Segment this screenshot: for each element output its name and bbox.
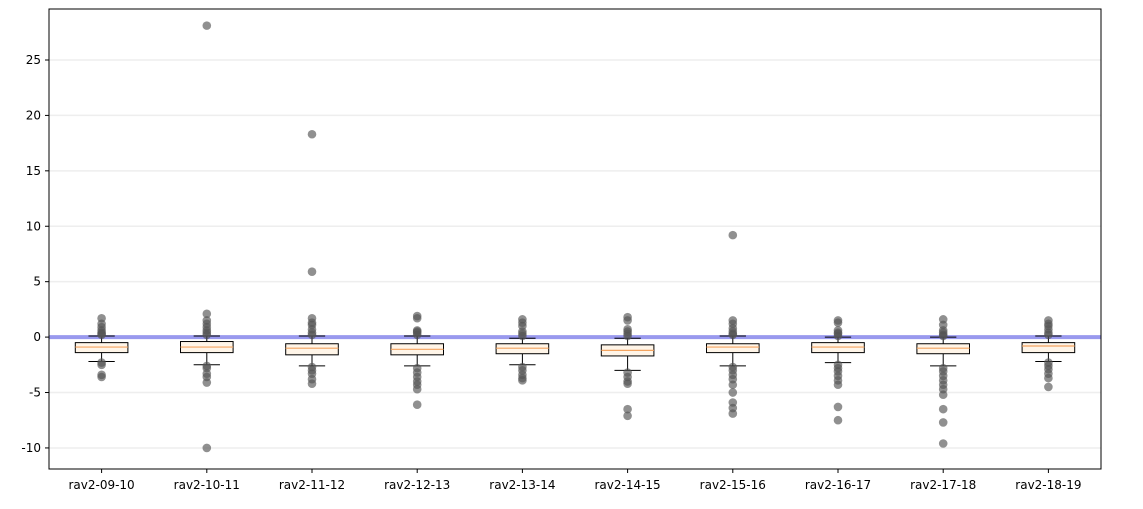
- box-rav2-09-10: [74, 335, 129, 362]
- outlier-point: [202, 309, 212, 319]
- outlier-point: [833, 380, 843, 390]
- box-rav2-11-12: [285, 335, 339, 367]
- outlier-point: [202, 378, 212, 387]
- outlier-point: [518, 331, 527, 341]
- y-tick-label: 25: [26, 53, 41, 67]
- outlier-point: [728, 409, 738, 418]
- outlier-point: [728, 388, 738, 397]
- outlier-point: [623, 316, 632, 325]
- box-layer: [74, 335, 1076, 371]
- x-tick-label: rav2-12-13: [384, 478, 450, 492]
- outlier-point: [307, 129, 317, 139]
- box-rav2-18-19: [1021, 335, 1076, 362]
- outlier-point: [728, 380, 738, 390]
- outlier-point: [412, 330, 422, 340]
- box-rav2-16-17: [811, 336, 865, 364]
- box-body: [1021, 342, 1076, 354]
- outlier-point: [518, 376, 527, 385]
- outlier-point: [833, 318, 843, 327]
- x-tick-label: rav2-17-18: [910, 478, 976, 492]
- outlier-point: [202, 443, 212, 453]
- outlier-point: [938, 418, 948, 427]
- x-tick-label: rav2-13-14: [489, 478, 555, 492]
- outlier-point: [623, 331, 632, 341]
- outlier-point: [938, 331, 948, 341]
- x-tick-label: rav2-18-19: [1015, 478, 1081, 492]
- box-rav2-14-15: [600, 337, 655, 371]
- box-body: [285, 343, 339, 356]
- box-body: [706, 343, 760, 354]
- outlier-point: [97, 372, 106, 382]
- x-tick-label: rav2-14-15: [594, 478, 660, 492]
- y-tick-label: 5: [33, 275, 41, 289]
- outlier-point: [307, 379, 317, 388]
- outlier-point: [623, 411, 632, 421]
- y-tick-label: 10: [26, 219, 41, 233]
- outlier-point: [412, 313, 422, 323]
- outlier-point: [412, 384, 422, 394]
- outlier-point: [833, 331, 843, 341]
- y-tick-label: -10: [21, 441, 41, 455]
- box-rav2-13-14: [495, 337, 550, 366]
- box-rav2-17-18: [916, 336, 971, 367]
- y-tick-label: 20: [26, 108, 41, 122]
- outlier-point: [833, 402, 843, 412]
- y-tick-label: 15: [26, 164, 41, 178]
- outlier-point: [412, 400, 422, 410]
- x-tick-label: rav2-10-11: [174, 478, 240, 492]
- box-rav2-15-16: [706, 335, 760, 367]
- plot-frame: [48, 8, 1102, 470]
- axis-layer: -10 -5 0 5 10 15 20 25 rav2-09-10 rav2-10-11 rav2-…: [21, 53, 1081, 492]
- x-tick-label: rav2-16-17: [805, 478, 871, 492]
- outlier-point: [307, 267, 317, 276]
- box-rav2-10-11: [180, 335, 234, 366]
- outlier-point: [938, 439, 948, 448]
- y-tick-label: 0: [33, 330, 41, 344]
- y-tick-label: -5: [29, 386, 41, 400]
- outlier-point: [833, 415, 843, 425]
- outlier-point: [623, 379, 632, 388]
- outlier-point: [97, 330, 106, 340]
- outlier-point: [307, 330, 317, 340]
- outlier-point: [202, 330, 212, 340]
- x-tick-label: rav2-15-16: [700, 478, 766, 492]
- outlier-layer: [97, 21, 1053, 453]
- outlier-point: [938, 390, 948, 400]
- outlier-point: [1044, 330, 1053, 340]
- x-tick-label: rav2-09-10: [68, 478, 134, 492]
- outlier-point: [1044, 382, 1053, 392]
- outlier-point: [728, 230, 738, 240]
- outlier-point: [202, 21, 212, 30]
- outlier-point: [97, 360, 106, 370]
- outlier-point: [623, 404, 632, 414]
- outlier-point: [728, 330, 738, 340]
- outlier-point: [938, 404, 948, 414]
- outlier-point: [1044, 373, 1053, 383]
- box-rav2-12-13: [390, 335, 444, 367]
- x-tick-label: rav2-11-12: [279, 478, 345, 492]
